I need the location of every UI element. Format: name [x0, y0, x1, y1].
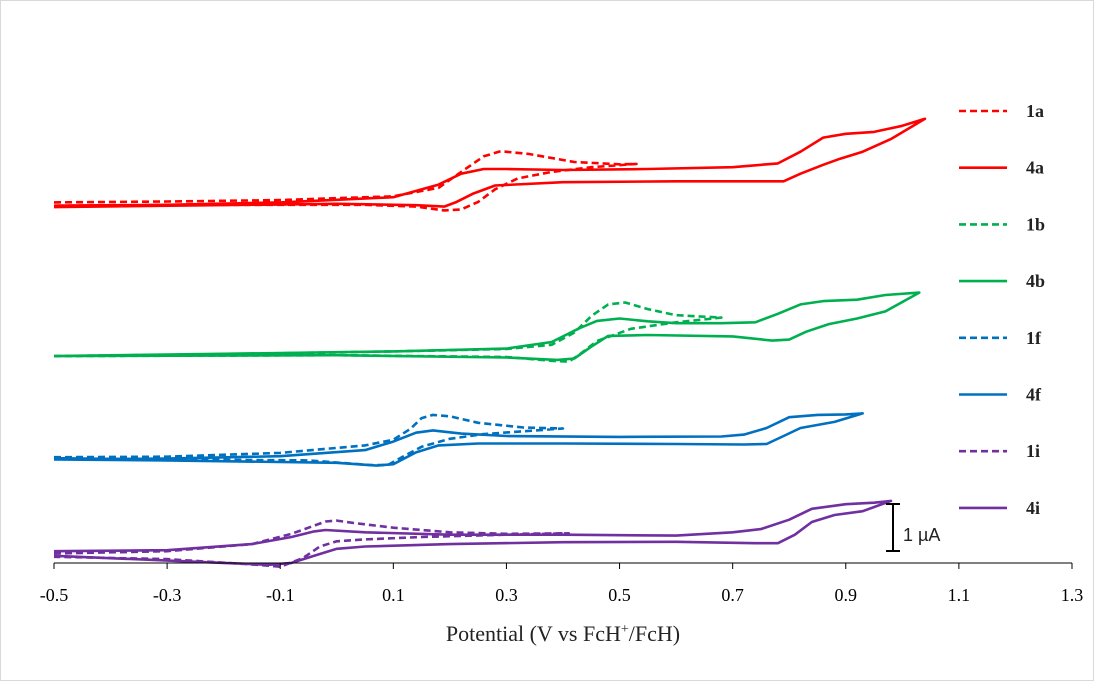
x-tick-label: -0.1 [266, 585, 295, 605]
x-axis-ticks: -0.5 -0.3 -0.1 0.1 0.3 0.5 0.7 0.9 1.1 1.3 [40, 563, 1084, 605]
x-axis-title-tail: /FcH) [629, 621, 680, 646]
legend-label-1a: 1a [1026, 101, 1044, 121]
curve-4a [53, 117, 927, 209]
legend: 1a 4a 1b 4b 1f 4f 1i 4i [959, 101, 1045, 518]
x-axis-title: Potential (V vs FcH+/FcH) [446, 621, 680, 646]
x-axis-title-sup: + [621, 622, 629, 637]
curve-4b [53, 291, 921, 362]
scale-bar: 1 µA [886, 503, 940, 552]
x-tick-label: -0.3 [153, 585, 182, 605]
x-tick-label: 1.1 [948, 585, 971, 605]
curve-1f [53, 413, 565, 467]
curve-1a [53, 149, 638, 212]
x-tick-label: 0.9 [835, 585, 858, 605]
scale-bar-label: 1 µA [903, 525, 940, 545]
x-tick-label: 0.1 [382, 585, 405, 605]
curves-layer [53, 117, 927, 569]
legend-label-1f: 1f [1026, 328, 1042, 348]
x-tick-label: -0.5 [40, 585, 69, 605]
legend-label-4i: 4i [1026, 498, 1040, 518]
x-axis-title-main: Potential (V vs FcH [446, 621, 621, 646]
x-tick-label: 0.5 [608, 585, 631, 605]
x-tick-label: 0.7 [721, 585, 744, 605]
curve-1b [53, 301, 723, 364]
x-tick-label: 0.3 [495, 585, 518, 605]
curve-4i [53, 499, 893, 567]
legend-label-1b: 1b [1026, 214, 1045, 234]
x-tick-label: 1.3 [1061, 585, 1084, 605]
legend-label-4f: 4f [1026, 385, 1042, 405]
curve-4f [53, 412, 865, 467]
legend-label-1i: 1i [1026, 441, 1040, 461]
legend-label-4b: 4b [1026, 271, 1045, 291]
legend-label-4a: 4a [1026, 158, 1044, 178]
